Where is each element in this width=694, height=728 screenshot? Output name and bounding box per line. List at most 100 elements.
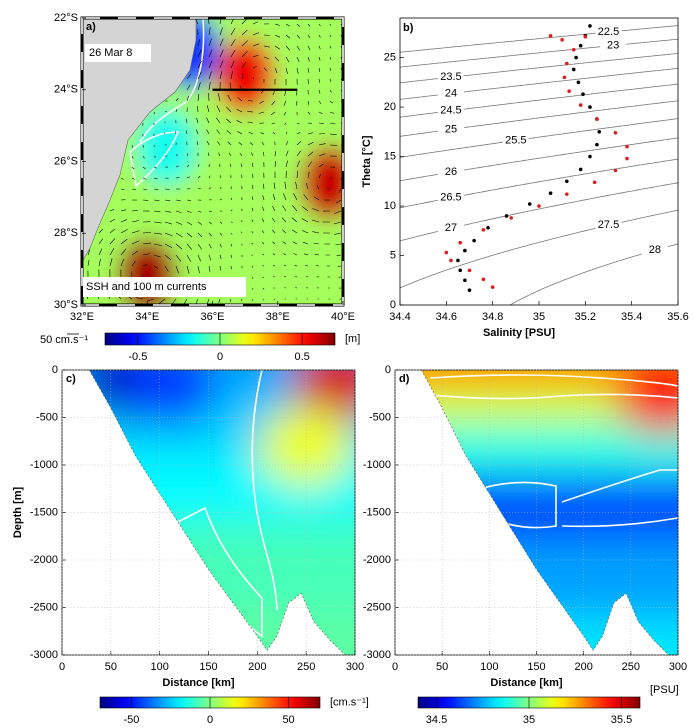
current-vector bbox=[301, 218, 309, 223]
current-vector bbox=[120, 209, 127, 212]
current-vector bbox=[307, 23, 311, 27]
current-vector bbox=[296, 122, 300, 125]
current-vector bbox=[208, 221, 213, 225]
current-vector bbox=[164, 254, 172, 260]
y-tick-label: -3000 bbox=[30, 649, 58, 661]
current-vector bbox=[252, 43, 260, 47]
isopycnal-label: 27 bbox=[445, 222, 457, 234]
isopycnal bbox=[400, 209, 678, 289]
current-vector bbox=[208, 265, 211, 272]
eddy bbox=[299, 145, 343, 222]
current-vector bbox=[217, 141, 221, 146]
current-vector bbox=[296, 150, 302, 157]
data-point bbox=[463, 278, 467, 283]
current-vector bbox=[248, 131, 254, 135]
current-vector bbox=[142, 144, 144, 148]
field-contour bbox=[421, 393, 678, 400]
current-vector bbox=[262, 253, 265, 256]
current-vector bbox=[241, 19, 247, 25]
current-vector bbox=[87, 259, 90, 267]
x-tick-label: 35.4 bbox=[621, 311, 642, 323]
y-tick-label: 26°S bbox=[54, 155, 78, 167]
current-vector bbox=[296, 45, 301, 51]
current-vector bbox=[87, 249, 91, 256]
y-tick-label: 30°S bbox=[54, 299, 78, 311]
current-vector bbox=[251, 196, 254, 201]
y-tick-label: 24°S bbox=[54, 84, 78, 96]
panel-label: a) bbox=[86, 21, 96, 33]
ssh-contour bbox=[139, 18, 205, 143]
data-point bbox=[486, 226, 490, 230]
label-box bbox=[437, 166, 464, 179]
current-vector bbox=[131, 188, 136, 191]
current-vector bbox=[153, 243, 162, 246]
current-vector bbox=[236, 120, 243, 124]
current-vector bbox=[318, 34, 321, 38]
current-vector bbox=[153, 221, 162, 224]
current-vector bbox=[230, 39, 236, 47]
data-point bbox=[595, 142, 599, 147]
current-vector bbox=[230, 71, 233, 80]
isopycnal-label: 27.5 bbox=[598, 219, 619, 231]
isopycnal-label: 24.5 bbox=[440, 105, 461, 117]
current-vector bbox=[263, 298, 265, 301]
current-vector bbox=[230, 60, 235, 69]
current-vector bbox=[307, 56, 310, 62]
label-box bbox=[595, 26, 622, 39]
x-axis-label: Distance [km] bbox=[490, 677, 562, 689]
data-point bbox=[456, 258, 460, 263]
current-vector bbox=[285, 160, 288, 168]
data-point bbox=[571, 67, 576, 72]
current-vector bbox=[197, 71, 202, 80]
current-vector bbox=[307, 141, 314, 146]
current-vector bbox=[175, 98, 179, 102]
x-tick-label: 50 bbox=[436, 661, 448, 673]
current-vector bbox=[271, 122, 276, 125]
current-vector bbox=[131, 240, 140, 245]
x-tick-label: 250 bbox=[297, 661, 315, 673]
current-vector bbox=[239, 152, 243, 157]
y-tick-label: -2000 bbox=[30, 554, 58, 566]
current-vector bbox=[329, 122, 336, 125]
y-axis-label: Theta [°C] bbox=[361, 135, 373, 187]
y-tick-label: 0 bbox=[52, 364, 58, 376]
current-vector bbox=[285, 131, 288, 135]
current-vector bbox=[153, 232, 162, 235]
current-vector bbox=[197, 221, 203, 225]
current-vector bbox=[261, 230, 265, 234]
current-vector bbox=[175, 109, 178, 113]
current-vector bbox=[208, 243, 212, 249]
data-point bbox=[481, 277, 486, 282]
data-point bbox=[588, 24, 592, 28]
current-vector bbox=[272, 194, 276, 201]
current-vector bbox=[241, 40, 249, 47]
x-tick-label: 250 bbox=[622, 661, 640, 673]
isopycnal-label: 22.5 bbox=[598, 26, 619, 38]
isopycnal-label: 24 bbox=[445, 87, 457, 99]
current-vector bbox=[274, 23, 280, 26]
current-vector bbox=[208, 175, 211, 179]
current-vector bbox=[284, 181, 287, 190]
current-vector bbox=[334, 210, 342, 214]
current-vector bbox=[307, 67, 310, 73]
current-vector bbox=[237, 97, 243, 102]
current-vector bbox=[251, 207, 254, 212]
current-vector bbox=[318, 163, 324, 168]
current-vector bbox=[282, 205, 287, 212]
current-vector bbox=[273, 298, 276, 300]
current-vector bbox=[219, 186, 222, 190]
current-vector bbox=[142, 188, 148, 191]
data-point bbox=[565, 192, 569, 196]
current-vector bbox=[219, 27, 223, 36]
isopycnal-label: 26.5 bbox=[440, 192, 461, 204]
current-vector bbox=[131, 209, 138, 212]
current-vector bbox=[296, 100, 298, 106]
current-vector bbox=[109, 258, 113, 267]
colorbar-label: [m] bbox=[345, 333, 360, 345]
x-tick-label: 0 bbox=[59, 661, 65, 673]
label-box bbox=[85, 44, 151, 62]
current-vector bbox=[208, 232, 212, 237]
field-layer bbox=[89, 522, 356, 608]
y-tick-label: -1000 bbox=[363, 459, 391, 471]
current-vector bbox=[196, 117, 199, 124]
